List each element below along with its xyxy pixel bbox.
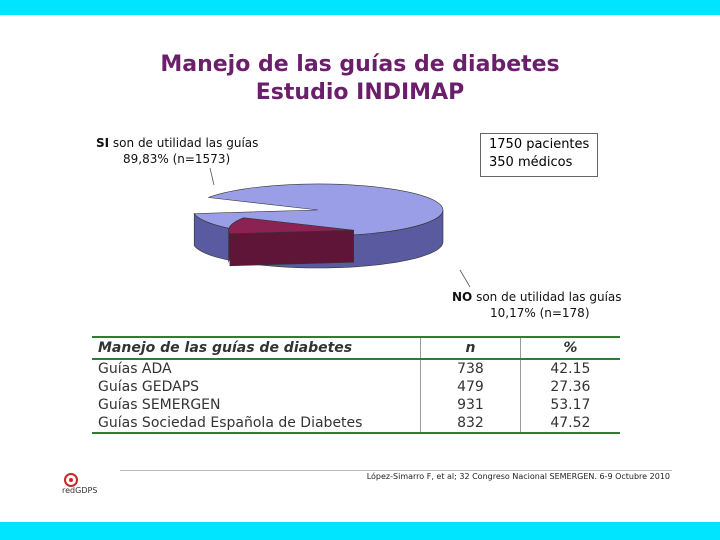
slide-subtitle: Estudio INDIMAP: [255, 80, 465, 105]
no-label-bold: NO: [452, 290, 473, 304]
table-cell-pct: 42.15: [519, 359, 620, 378]
si-label: SI son de utilidad las guías: [96, 135, 258, 151]
table-cell-n: 931: [420, 396, 521, 414]
info-box-line1: 1750 pacientes: [489, 137, 590, 152]
logo-text: redGDPS: [62, 486, 98, 495]
table-cell-n: 479: [420, 378, 521, 396]
no-value: 10,17% (n=178): [490, 306, 590, 320]
table-header-n: n: [420, 336, 521, 360]
redgdps-logo: [64, 473, 78, 487]
no-label-text: son de utilidad las guías: [472, 290, 622, 304]
si-leader-line: [209, 167, 215, 186]
pie-slice-no-wall: [229, 229, 354, 267]
bottom-band: [0, 522, 720, 540]
table-cell-pct: 27.36: [519, 378, 620, 396]
table-row: Guías ADA 738 42.15: [92, 359, 620, 378]
table-cell-guide: Guías GEDAPS: [98, 379, 200, 395]
table-header-guide: Manejo de las guías de diabetes: [92, 336, 421, 360]
info-box: 1750 pacientes 350 médicos: [480, 133, 598, 177]
table-cell-n: 738: [420, 359, 521, 378]
pie-slice-no: [228, 217, 354, 235]
table-cell-pct: 47.52: [519, 414, 620, 434]
citation: López-Simarro F, et al; 32 Congreso Naci…: [366, 472, 670, 481]
table-header-pct: %: [519, 336, 620, 360]
guides-table: Manejo de las guías de diabetes n % Guía…: [92, 336, 620, 434]
info-box-line2: 350 médicos: [489, 155, 573, 170]
table-cell-guide: Guías Sociedad Española de Diabetes: [92, 414, 421, 434]
table-header-row: Manejo de las guías de diabetes n %: [92, 336, 620, 360]
si-label-bold: SI: [96, 136, 110, 150]
table-cell-guide: Guías SEMERGEN: [98, 397, 221, 413]
table-cell-n: 832: [420, 414, 521, 434]
table-cell-pct: 53.17: [519, 396, 620, 414]
table-cell-guide: Guías ADA: [98, 361, 172, 377]
footer-divider: [120, 470, 672, 471]
si-label-text: son de utilidad las guías: [109, 136, 259, 150]
table-row: Guías GEDAPS 479 27.36: [92, 378, 620, 396]
table-row: Guías SEMERGEN 931 53.17: [92, 396, 620, 414]
pie-chart: [193, 167, 471, 288]
no-label: NO son de utilidad las guías: [452, 289, 622, 305]
si-value: 89,83% (n=1573): [123, 152, 231, 166]
top-band: [0, 0, 720, 15]
slide-title: Manejo de las guías de diabetes: [160, 52, 560, 77]
table-row: Guías Sociedad Española de Diabetes 832 …: [92, 414, 620, 434]
no-leader-line: [459, 269, 471, 288]
